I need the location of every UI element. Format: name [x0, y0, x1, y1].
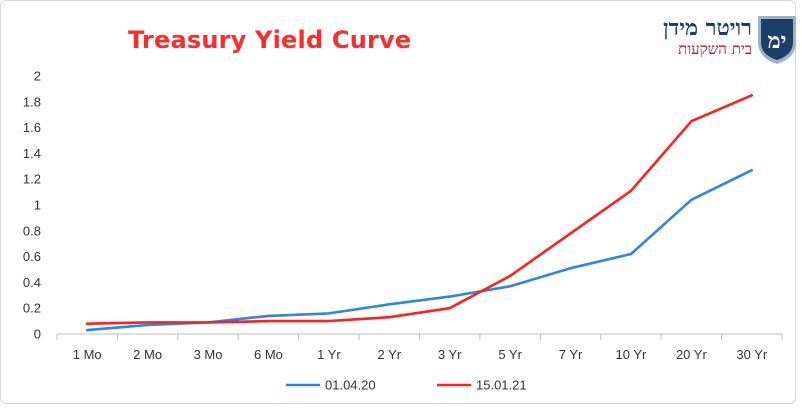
logo-monogram: ימ: [768, 28, 787, 54]
series-line-01.04.20: [85, 168, 754, 332]
x-tick-label: 2 Mo: [133, 347, 162, 362]
y-tick-label: 0: [34, 327, 41, 342]
y-tick-label: 1.2: [23, 172, 41, 187]
y-tick-label: 0.6: [23, 249, 41, 264]
y-tick-label: 0.4: [23, 275, 41, 290]
x-axis-ticks: 1 Mo 2 Mo 3 Mo 6 Mo 1 Yr 2 Yr 3 Yr 5 Yr 7 Yr 10 Y…: [73, 347, 768, 362]
legend-label: 15.01.21: [476, 378, 527, 393]
x-tick-label: 6 Mo: [254, 347, 283, 362]
series-lines: [85, 94, 754, 332]
x-tick-label: 20 Yr: [676, 347, 708, 362]
y-tick-label: 1.6: [23, 120, 41, 135]
company-logo: רויטר מידן בית השקעות ימ: [632, 12, 800, 70]
y-tick-label: 0.2: [23, 301, 41, 316]
x-tick-label: 7 Yr: [559, 347, 583, 362]
x-tick-label: 5 Yr: [498, 347, 522, 362]
series-line-15.01.21: [85, 94, 754, 326]
logo-shield-icon: ימ: [758, 16, 796, 64]
y-tick-label: 0.8: [23, 223, 41, 238]
x-tick-label: 3 Yr: [438, 347, 462, 362]
x-tick-label: 2 Yr: [377, 347, 401, 362]
x-tick-label: 30 Yr: [736, 347, 768, 362]
y-tick-label: 1.8: [23, 94, 41, 109]
x-tick-label: 1 Mo: [73, 347, 102, 362]
chart-axes: [56, 333, 783, 340]
x-tick-label: 10 Yr: [616, 347, 648, 362]
logo-name: רויטר מידן: [663, 15, 752, 41]
legend: 01.04.20 15.01.21: [286, 378, 527, 393]
x-tick-label: 1 Yr: [317, 347, 341, 362]
logo-subtitle: בית השקעות: [678, 40, 752, 58]
y-tick-label: 1.4: [23, 146, 41, 161]
chart-title: Treasury Yield Curve: [128, 26, 412, 54]
x-tick-label: 3 Mo: [194, 347, 223, 362]
y-axis-ticks: 0 0.2 0.4 0.6 0.8 1 1.2 1.4 1.6 1.8 2: [23, 69, 41, 342]
y-tick-label: 2: [34, 69, 41, 84]
legend-label: 01.04.20: [325, 378, 376, 393]
y-tick-label: 1: [34, 198, 41, 213]
